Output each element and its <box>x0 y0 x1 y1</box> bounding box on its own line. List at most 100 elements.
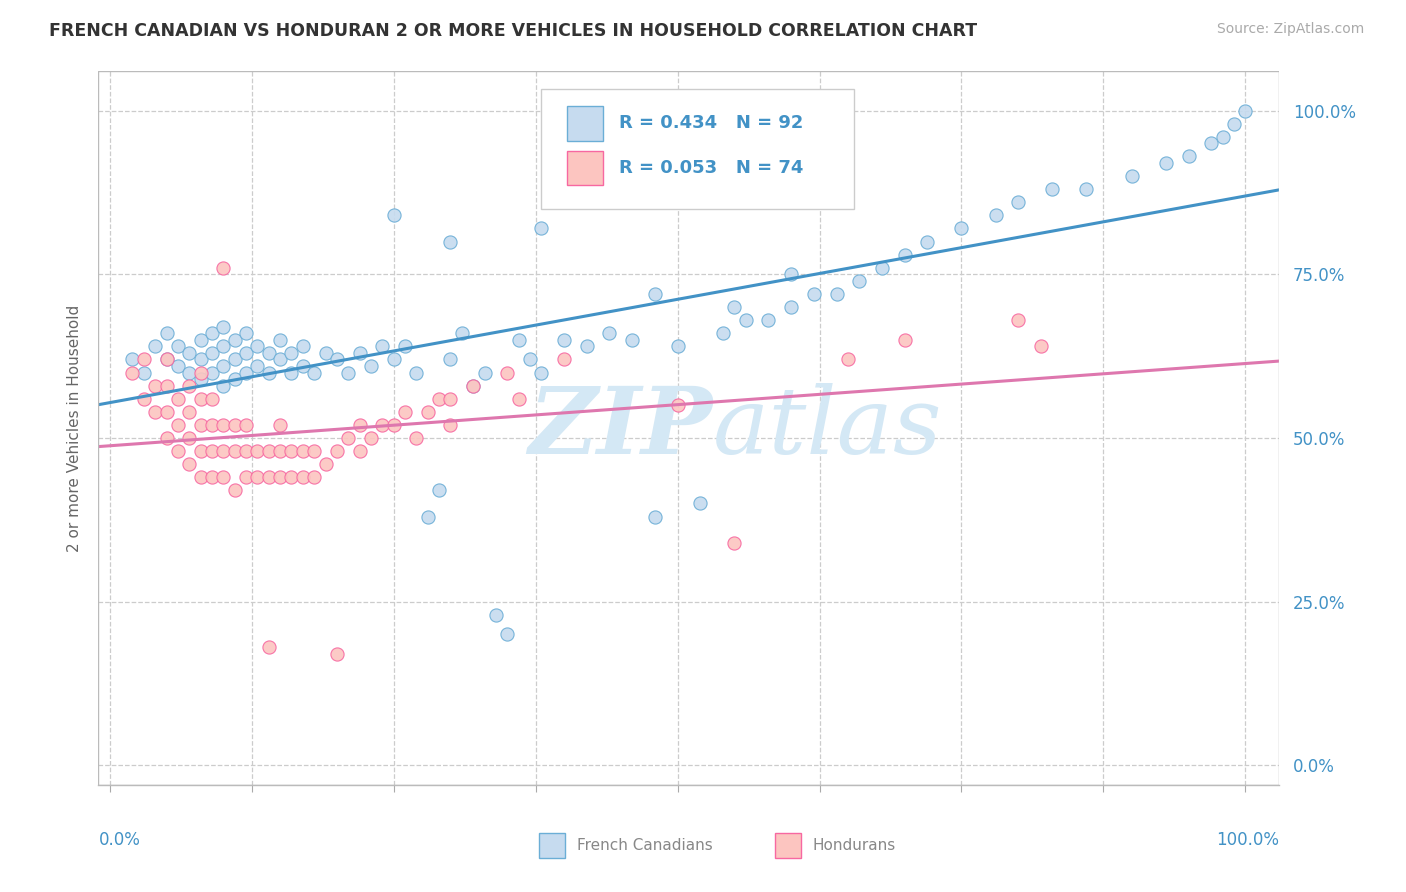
Text: FRENCH CANADIAN VS HONDURAN 2 OR MORE VEHICLES IN HOUSEHOLD CORRELATION CHART: FRENCH CANADIAN VS HONDURAN 2 OR MORE VE… <box>49 22 977 40</box>
Point <box>427 392 450 406</box>
Point <box>257 444 280 458</box>
Point <box>474 366 496 380</box>
Point <box>190 366 212 380</box>
Point <box>291 470 314 484</box>
Point <box>269 470 291 484</box>
Point <box>235 417 257 432</box>
Point <box>825 287 848 301</box>
Point <box>224 444 246 458</box>
Point <box>291 359 314 373</box>
Point <box>201 470 224 484</box>
Point <box>508 333 530 347</box>
Point <box>337 366 360 380</box>
Point <box>121 352 143 367</box>
Point <box>235 326 257 341</box>
Point <box>143 405 166 419</box>
Point <box>394 339 416 353</box>
Point <box>212 417 235 432</box>
Point <box>212 359 235 373</box>
Point <box>212 260 235 275</box>
Point <box>1040 182 1063 196</box>
Point <box>689 496 711 510</box>
Point <box>235 346 257 360</box>
Point <box>132 366 155 380</box>
Point <box>179 366 201 380</box>
Point <box>143 339 166 353</box>
Point <box>280 366 302 380</box>
Point <box>644 509 666 524</box>
Point <box>212 319 235 334</box>
Point <box>530 221 553 235</box>
Point <box>530 366 553 380</box>
Point <box>167 444 190 458</box>
Point <box>893 248 915 262</box>
Point <box>644 287 666 301</box>
Point <box>326 352 349 367</box>
FancyBboxPatch shape <box>567 151 603 185</box>
Point <box>179 346 201 360</box>
Point <box>496 627 519 641</box>
Point <box>1007 195 1029 210</box>
Point <box>201 392 224 406</box>
Point <box>269 444 291 458</box>
Point <box>382 352 405 367</box>
Point <box>212 339 235 353</box>
Point <box>666 398 689 412</box>
Point <box>598 326 620 341</box>
Point <box>1121 169 1143 183</box>
Text: 100.0%: 100.0% <box>1216 831 1279 849</box>
Point <box>1154 156 1177 170</box>
Point <box>780 268 803 282</box>
Point <box>326 444 349 458</box>
FancyBboxPatch shape <box>538 833 565 858</box>
Point <box>190 417 212 432</box>
Point <box>155 326 177 341</box>
Point <box>167 339 190 353</box>
Point <box>950 221 973 235</box>
Text: atlas: atlas <box>713 384 942 473</box>
Point <box>155 352 177 367</box>
Point <box>780 300 803 314</box>
Point <box>302 366 325 380</box>
Point <box>439 235 461 249</box>
Point <box>870 260 893 275</box>
Point <box>416 405 439 419</box>
Point <box>723 300 745 314</box>
Point <box>382 417 405 432</box>
Point <box>224 352 246 367</box>
Point <box>190 444 212 458</box>
Point <box>155 352 177 367</box>
Point <box>405 366 427 380</box>
Point <box>201 444 224 458</box>
Point <box>575 188 598 202</box>
Point <box>666 339 689 353</box>
Point <box>349 417 371 432</box>
FancyBboxPatch shape <box>541 89 855 209</box>
Point <box>984 208 1007 222</box>
Point <box>450 326 472 341</box>
Text: 0.0%: 0.0% <box>98 831 141 849</box>
Point <box>758 313 780 327</box>
Point <box>1007 313 1029 327</box>
Point <box>190 470 212 484</box>
Point <box>416 509 439 524</box>
Point <box>848 274 870 288</box>
Point <box>291 339 314 353</box>
Point <box>519 352 541 367</box>
Point <box>315 457 337 471</box>
Point <box>224 333 246 347</box>
Point <box>394 405 416 419</box>
Point <box>143 378 166 392</box>
Point <box>371 417 394 432</box>
Point <box>280 470 302 484</box>
Point <box>201 326 224 341</box>
Point <box>212 470 235 484</box>
Point <box>427 483 450 498</box>
Point <box>326 647 349 661</box>
Point <box>371 339 394 353</box>
Point <box>155 431 177 445</box>
Point <box>485 607 508 622</box>
Text: ZIP: ZIP <box>529 384 713 473</box>
Point <box>621 333 644 347</box>
FancyBboxPatch shape <box>775 833 801 858</box>
